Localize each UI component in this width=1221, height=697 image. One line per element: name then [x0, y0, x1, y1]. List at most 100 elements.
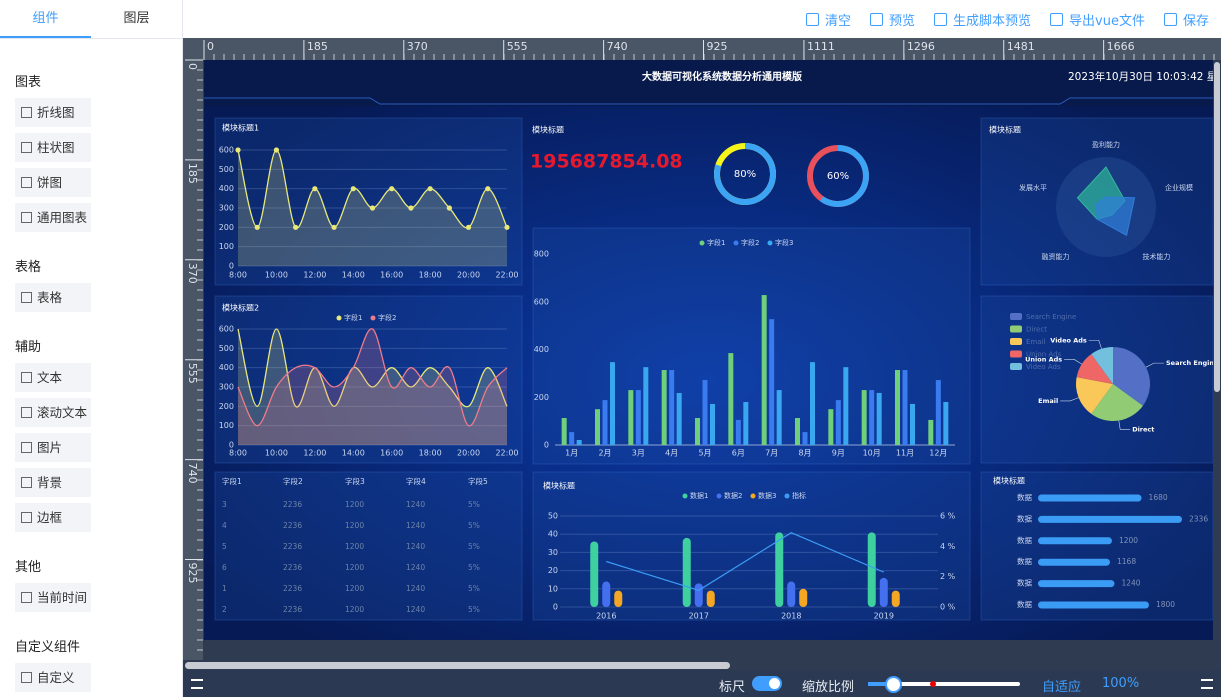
- x-tick-label: 12:00: [303, 449, 326, 458]
- toolbar-button[interactable]: 生成脚本预览: [934, 10, 1031, 29]
- x-tick-label: 11月: [896, 449, 914, 458]
- toolbar-button[interactable]: 清空: [806, 10, 851, 29]
- toolbar-button[interactable]: 导出vue文件: [1050, 10, 1145, 29]
- toolbar: 清空 预览 生成脚本预览 导出vue文件 保存: [183, 0, 1221, 38]
- fit-button[interactable]: 自适应: [1042, 680, 1082, 695]
- table-cell: 1240: [406, 542, 425, 551]
- bar: [661, 370, 667, 445]
- bar-label: 数据: [1017, 578, 1033, 588]
- table-cell: 2236: [283, 584, 302, 593]
- x-tick-label: 22:00: [495, 449, 518, 458]
- ruler-toggle[interactable]: [752, 676, 782, 691]
- y-tick-label: 10: [548, 584, 558, 593]
- y-tick-label: 0: [544, 441, 549, 450]
- table-cell: 2: [222, 605, 227, 614]
- zoom-value: 100%: [1102, 676, 1140, 691]
- legend-label: Email: [1026, 338, 1045, 346]
- ruler-label: 标尺: [719, 680, 746, 695]
- slider-knob[interactable]: [885, 676, 902, 693]
- ruler-label: 1666: [1107, 40, 1135, 53]
- y-tick-label: 800: [534, 250, 549, 259]
- group-items: 自定义: [15, 663, 170, 692]
- x-tick-label: 10:00: [265, 449, 288, 458]
- x-tick-label: 5月: [698, 449, 711, 458]
- component-item[interactable]: 文本: [15, 363, 91, 392]
- legend-label: 字段2: [378, 313, 396, 322]
- legend-marker: [750, 493, 756, 499]
- screen-canvas[interactable]: 大数据可视化系统数据分析通用模版 2023年10月30日 10:03:42 星 …: [204, 60, 1219, 640]
- component-item[interactable]: 图片: [15, 433, 91, 462]
- table-header: 字段1: [222, 476, 242, 486]
- radar-area: [1095, 196, 1136, 237]
- table-cell: 1200: [345, 563, 364, 572]
- group-title: 自定义组件: [15, 640, 81, 655]
- component-item[interactable]: 通用图表: [15, 203, 91, 232]
- toolbar-button[interactable]: 预览: [870, 10, 915, 29]
- x-tick-label: 6月: [732, 449, 745, 458]
- table-cell: 2236: [283, 521, 302, 530]
- component-item[interactable]: 柱状图: [15, 133, 91, 162]
- bar: [595, 409, 600, 445]
- component-item[interactable]: 自定义: [15, 663, 91, 692]
- table-cell: 2236: [283, 605, 302, 614]
- x-tick-label: 16:00: [380, 449, 403, 458]
- x-tick-label: 2018: [781, 612, 801, 621]
- bar: [867, 532, 876, 607]
- component-item[interactable]: 边框: [15, 503, 91, 532]
- component-item[interactable]: 滚动文本: [15, 398, 91, 427]
- bar: [635, 390, 641, 445]
- bar: [891, 590, 900, 607]
- component-item[interactable]: 饼图: [15, 168, 91, 197]
- gauge-arc: [819, 145, 869, 207]
- point: [485, 186, 491, 192]
- v-scroll-thumb[interactable]: [1214, 62, 1220, 392]
- line: [237, 328, 508, 427]
- bar: [1038, 580, 1115, 588]
- table-cell: 3: [222, 500, 227, 509]
- ruler-label: 1481: [1007, 40, 1035, 53]
- ruler-label: 555: [507, 40, 528, 53]
- y-tick-label: 30: [548, 548, 558, 557]
- bar: [628, 390, 634, 445]
- table-cell: 1: [222, 584, 227, 593]
- kpi-number: 195687854.08: [530, 151, 683, 173]
- table-cell: 4: [222, 521, 227, 530]
- gauge-label: 80%: [734, 169, 756, 180]
- point: [235, 147, 241, 153]
- bar: [775, 532, 784, 607]
- slider-fill: [868, 682, 893, 686]
- y-tick-label: 400: [534, 345, 549, 354]
- ruler-label: 185: [307, 40, 328, 53]
- component-item[interactable]: 当前时间: [15, 583, 91, 612]
- x-tick-label: 1月: [565, 449, 578, 458]
- legend-label: 数据3: [758, 491, 776, 500]
- panel-title: 模块标题: [989, 125, 1021, 135]
- table-cell: 2236: [283, 563, 302, 572]
- table-cell: 5%: [468, 605, 480, 614]
- component-item[interactable]: 表格: [15, 283, 91, 312]
- ruler-label: 370: [186, 263, 199, 284]
- y-tick-label: 0: [553, 603, 558, 612]
- tab[interactable]: 组件: [0, 0, 91, 38]
- menu-icon[interactable]: [1201, 679, 1213, 689]
- scroll-thumb[interactable]: [185, 662, 730, 669]
- ruler-label: 740: [186, 463, 199, 484]
- bar: [835, 400, 841, 445]
- bar: [602, 581, 611, 607]
- component-item[interactable]: 背景: [15, 468, 91, 497]
- bar: [610, 362, 615, 445]
- tab[interactable]: 图层: [123, 11, 150, 26]
- ruler-label: 925: [707, 40, 728, 53]
- header-decoration: [204, 97, 1213, 105]
- bar: [943, 402, 949, 445]
- toolbar-button[interactable]: 保存: [1164, 10, 1209, 29]
- menu-icon[interactable]: [191, 679, 203, 689]
- point: [293, 224, 299, 230]
- bar: [694, 583, 703, 607]
- component-item[interactable]: 折线图: [15, 98, 91, 127]
- point: [446, 205, 452, 211]
- table-cell: 1240: [406, 521, 425, 530]
- slider-dot: [930, 681, 936, 687]
- zoom-slider[interactable]: [868, 676, 1020, 693]
